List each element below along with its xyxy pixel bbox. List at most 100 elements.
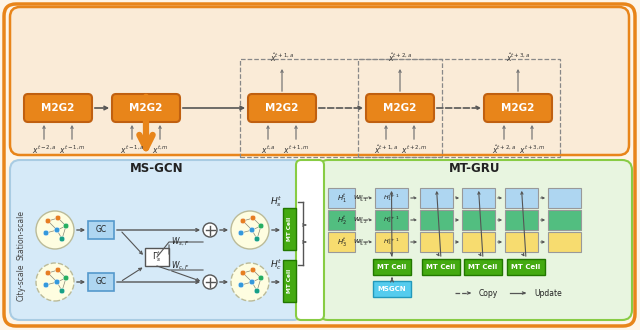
Text: GC: GC	[95, 278, 107, 286]
Text: $H^t_3$: $H^t_3$	[337, 236, 346, 248]
Bar	[328, 188, 355, 208]
Bar	[283, 260, 296, 302]
Circle shape	[250, 267, 256, 273]
Bar	[548, 188, 581, 208]
Bar	[420, 210, 453, 230]
Circle shape	[54, 279, 60, 285]
Bar	[88, 273, 114, 291]
Text: $H^t_c$: $H^t_c$	[270, 257, 282, 273]
Text: $H^{t+1}_3$: $H^{t+1}_3$	[383, 237, 400, 248]
FancyBboxPatch shape	[10, 7, 629, 155]
FancyBboxPatch shape	[296, 160, 324, 320]
Text: $\hat{x}^{t+2,a}$: $\hat{x}^{t+2,a}$	[492, 144, 516, 156]
Bar	[462, 210, 495, 230]
Bar	[464, 259, 502, 275]
Text: M2G2: M2G2	[42, 103, 75, 113]
FancyBboxPatch shape	[10, 160, 303, 320]
Bar	[145, 248, 169, 266]
Bar	[375, 210, 408, 230]
Text: GC: GC	[95, 225, 107, 235]
Bar	[462, 188, 495, 208]
Circle shape	[231, 263, 269, 301]
Text: $x^{t+1,m}$: $x^{t+1,m}$	[283, 144, 309, 156]
Text: MT Cell: MT Cell	[426, 264, 456, 270]
Circle shape	[238, 230, 244, 236]
Bar	[328, 232, 355, 252]
Bar	[328, 210, 355, 230]
Circle shape	[258, 275, 264, 281]
Text: $W^p_{s,1}$: $W^p_{s,1}$	[353, 193, 369, 203]
Circle shape	[44, 282, 49, 288]
Circle shape	[240, 218, 246, 224]
Circle shape	[63, 223, 69, 229]
Bar	[420, 232, 453, 252]
Circle shape	[60, 288, 65, 294]
Text: M2G2: M2G2	[501, 103, 534, 113]
Text: City-scale: City-scale	[17, 263, 26, 301]
Bar	[358, 59, 560, 157]
Text: $W_{s,F}$: $W_{s,F}$	[171, 236, 189, 248]
FancyBboxPatch shape	[248, 94, 316, 122]
Circle shape	[36, 263, 74, 301]
FancyBboxPatch shape	[112, 94, 180, 122]
Bar	[375, 232, 408, 252]
Text: $\hat{x}^{t+2,a}$: $\hat{x}^{t+2,a}$	[388, 52, 412, 64]
Text: $x^{t-2,a}$: $x^{t-2,a}$	[31, 144, 56, 156]
Circle shape	[45, 270, 51, 276]
Circle shape	[55, 215, 61, 221]
Text: $\hat{x}^{t+3,a}$: $\hat{x}^{t+3,a}$	[506, 52, 531, 64]
Bar	[373, 259, 411, 275]
Text: M2G2: M2G2	[266, 103, 299, 113]
Circle shape	[45, 218, 51, 224]
Text: $W^p_{s,3}$: $W^p_{s,3}$	[353, 237, 369, 247]
FancyBboxPatch shape	[318, 160, 632, 320]
Text: $x^{t,a}$: $x^{t,a}$	[260, 144, 275, 156]
Bar	[507, 259, 545, 275]
Text: M2G2: M2G2	[383, 103, 417, 113]
Text: $x^{t-1,m}$: $x^{t-1,m}$	[59, 144, 85, 156]
FancyBboxPatch shape	[366, 94, 434, 122]
Bar	[88, 221, 114, 239]
Circle shape	[254, 236, 260, 242]
Text: MSGCN: MSGCN	[378, 286, 406, 292]
Bar	[548, 232, 581, 252]
Text: MT-GRU: MT-GRU	[449, 161, 500, 175]
Text: Station-scale: Station-scale	[17, 210, 26, 260]
Text: Update: Update	[534, 288, 562, 298]
Circle shape	[63, 275, 69, 281]
Circle shape	[250, 215, 256, 221]
Text: M2G2: M2G2	[129, 103, 163, 113]
Text: $\Gamma^t_s$: $\Gamma^t_s$	[152, 249, 162, 264]
FancyBboxPatch shape	[24, 94, 92, 122]
Circle shape	[249, 227, 255, 233]
Bar	[283, 208, 296, 250]
Circle shape	[203, 275, 217, 289]
Circle shape	[231, 211, 269, 249]
Text: $W^p_{s,2}$: $W^p_{s,2}$	[353, 215, 369, 225]
Text: $H^{t+1}_2$: $H^{t+1}_2$	[383, 214, 400, 225]
Text: $\hat{x}^{t+1,a}$: $\hat{x}^{t+1,a}$	[374, 144, 398, 156]
Text: MT Cell: MT Cell	[378, 264, 406, 270]
Text: $\hat{x}^{t+1,a}$: $\hat{x}^{t+1,a}$	[269, 52, 294, 64]
Text: MT Cell: MT Cell	[287, 217, 292, 241]
Circle shape	[238, 282, 244, 288]
Text: Copy: Copy	[479, 288, 499, 298]
Circle shape	[240, 270, 246, 276]
Bar	[505, 188, 538, 208]
Text: $W_{c,F}$: $W_{c,F}$	[171, 260, 189, 272]
Text: $x^{t+2,m}$: $x^{t+2,m}$	[401, 144, 428, 156]
Circle shape	[55, 267, 61, 273]
Text: MS-GCN: MS-GCN	[130, 161, 183, 175]
Circle shape	[249, 279, 255, 285]
Bar	[373, 281, 411, 297]
Bar	[420, 188, 453, 208]
Text: $H^{t+1}_1$: $H^{t+1}_1$	[383, 193, 400, 203]
Circle shape	[254, 288, 260, 294]
Text: $H^t_2$: $H^t_2$	[337, 214, 346, 226]
FancyBboxPatch shape	[484, 94, 552, 122]
Bar	[505, 210, 538, 230]
Bar	[422, 259, 460, 275]
Circle shape	[36, 211, 74, 249]
Text: $H^t_1$: $H^t_1$	[337, 191, 346, 205]
Circle shape	[44, 230, 49, 236]
